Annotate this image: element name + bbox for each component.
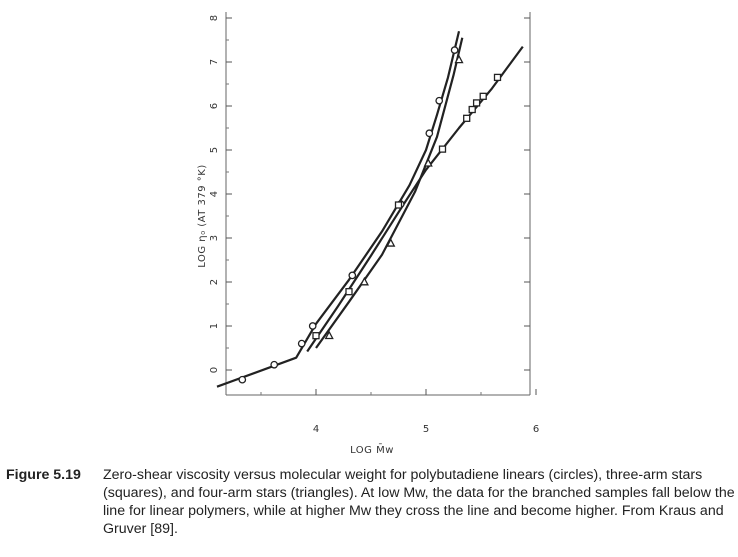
y-tick-label: 6 bbox=[209, 103, 220, 109]
y-tick-label: 2 bbox=[209, 279, 220, 285]
x-tick-label: 5 bbox=[423, 424, 429, 435]
circle-marker bbox=[238, 375, 247, 384]
y-tick-label: 4 bbox=[209, 191, 220, 197]
y-tick-label: 5 bbox=[209, 147, 220, 153]
square-marker bbox=[493, 73, 502, 82]
series-lines bbox=[216, 30, 524, 388]
square-marker bbox=[345, 288, 353, 296]
series-line-square bbox=[306, 45, 524, 353]
square-marker bbox=[438, 145, 447, 153]
x-tick-label: 6 bbox=[533, 424, 539, 435]
triangle-marker bbox=[324, 330, 334, 340]
circle-marker bbox=[297, 339, 306, 348]
figure-label: Figure 5.19 bbox=[6, 467, 81, 483]
axis-ticks: 0 1 2 3 4 5 6 7 8 4 5 6 bbox=[209, 15, 539, 435]
triangle-marker bbox=[386, 238, 396, 247]
y-tick-label: 3 bbox=[209, 235, 220, 241]
square-marker bbox=[312, 332, 320, 340]
square-marker bbox=[468, 105, 476, 114]
circle-marker bbox=[270, 360, 279, 369]
square-marker bbox=[463, 114, 471, 122]
y-axis-label: LOG η₀ (AT 379 °K) bbox=[197, 164, 208, 268]
circle-marker bbox=[348, 271, 357, 280]
y-tick-label: 0 bbox=[209, 367, 220, 373]
circle-marker bbox=[308, 322, 317, 330]
series-line-triangle bbox=[315, 37, 464, 349]
chart: 0 1 2 3 4 5 6 7 8 4 5 6 LOG M̄w LOG η₀ (AT 379 °K) bbox=[197, 12, 539, 456]
figure-caption-text: Zero-shear viscosity versus molecular we… bbox=[103, 467, 735, 537]
y-tick-label: 7 bbox=[209, 59, 220, 65]
data-markers bbox=[238, 46, 502, 384]
circle-marker bbox=[450, 46, 459, 54]
x-tick-label: 4 bbox=[313, 424, 319, 435]
triangle-marker bbox=[359, 276, 369, 286]
triangle-marker bbox=[423, 158, 433, 167]
y-tick-label: 1 bbox=[209, 323, 220, 329]
square-marker bbox=[394, 201, 403, 209]
square-marker bbox=[479, 92, 487, 100]
square-marker bbox=[472, 99, 481, 107]
x-axis-label: LOG M̄w bbox=[350, 443, 394, 456]
circle-marker bbox=[425, 129, 434, 138]
plot-frame bbox=[225, 12, 531, 396]
y-tick-label: 8 bbox=[209, 15, 220, 21]
series-line-circle bbox=[216, 30, 461, 388]
circle-marker bbox=[435, 96, 444, 105]
triangle-marker bbox=[454, 54, 464, 64]
